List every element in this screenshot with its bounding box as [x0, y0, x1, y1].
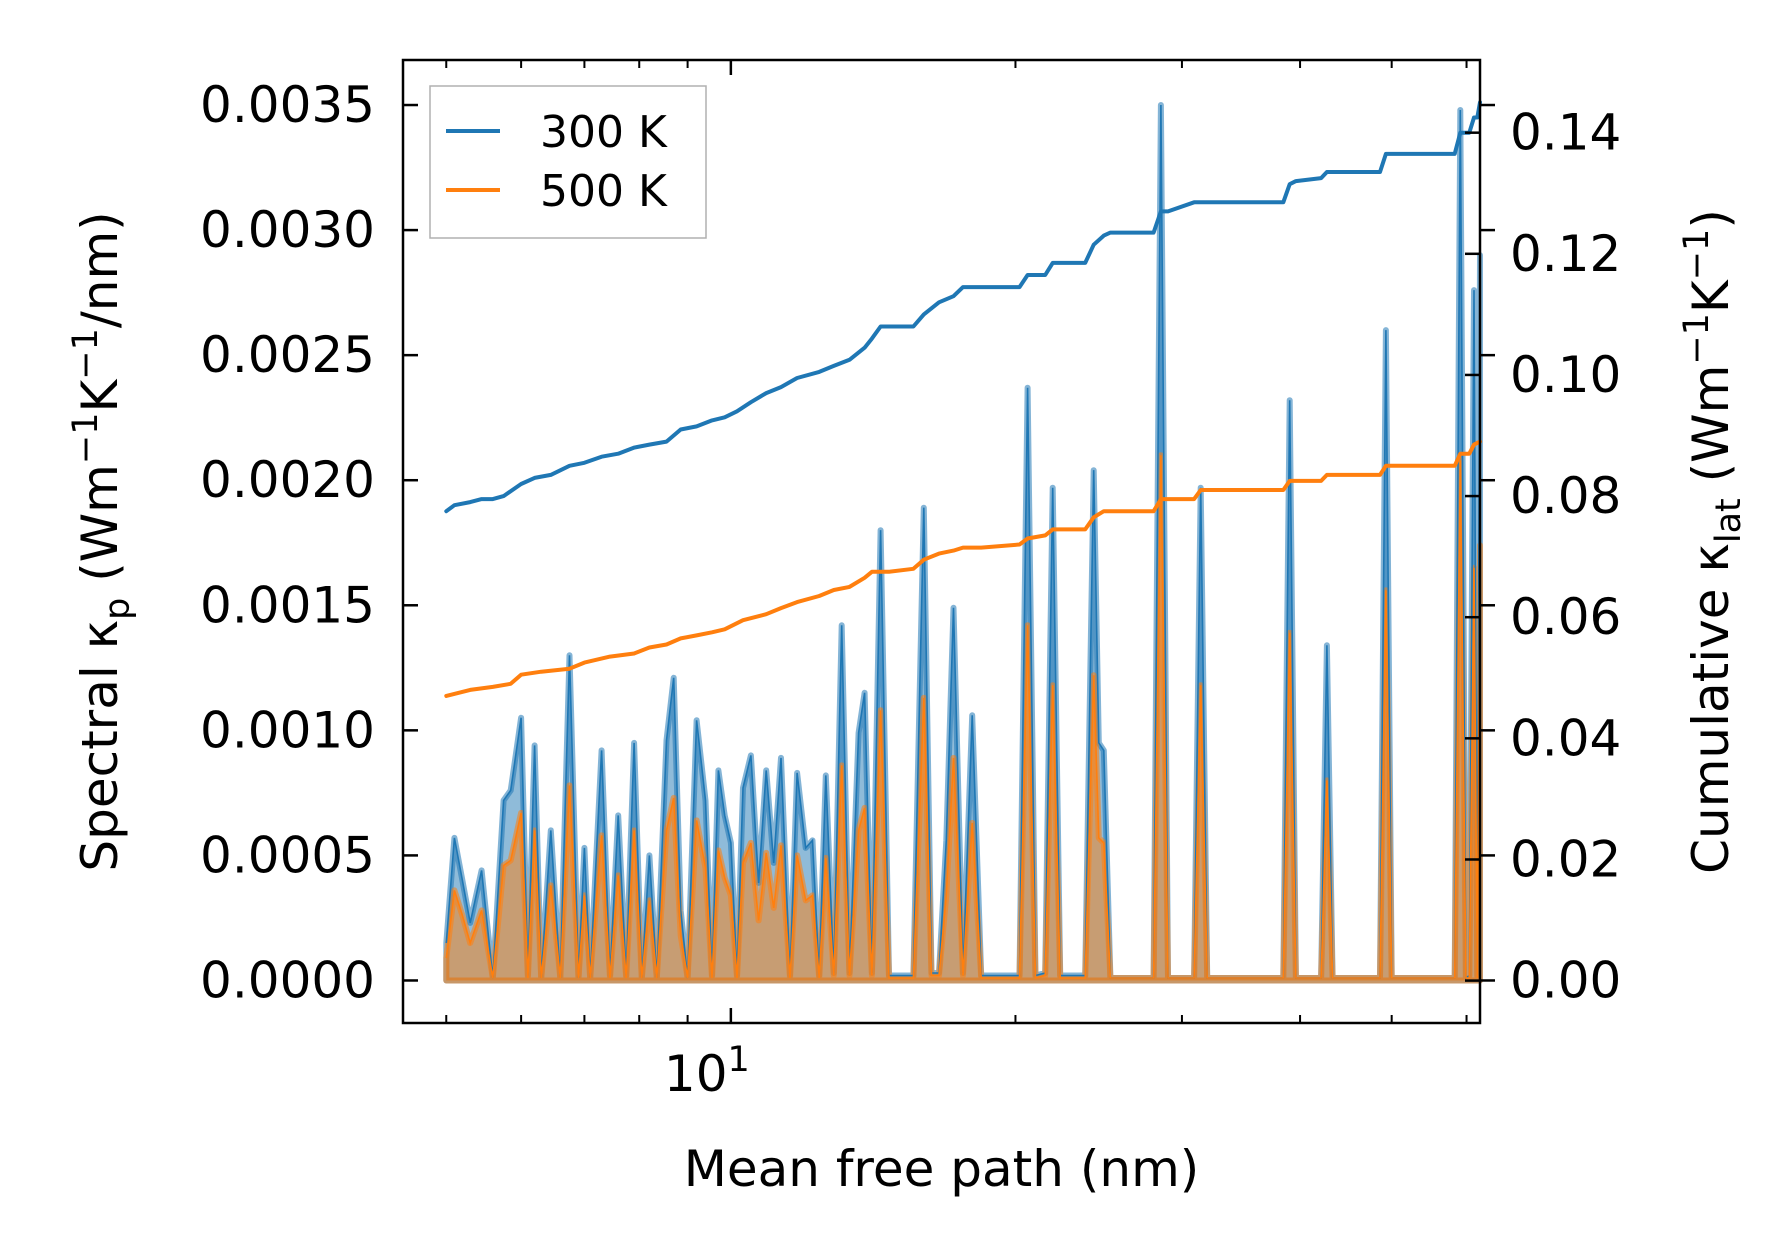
right-tick-label: 0.04	[1510, 709, 1621, 767]
left-tick-label: 0.0005	[200, 826, 375, 884]
legend-box	[429, 85, 707, 239]
left-tick-label: 0.0035	[200, 76, 375, 134]
right-tick-label: 0.06	[1510, 588, 1621, 646]
legend: 300 K 500 K	[429, 85, 707, 239]
legend-label-300k: 300 K	[540, 107, 668, 158]
left-tick-label: 0.0025	[200, 326, 375, 384]
right-tick-label: 0.10	[1510, 346, 1621, 404]
line-500-k-cumulative	[444, 439, 1482, 698]
line-300-k-cumulative	[444, 100, 1482, 514]
x-axis-label: Mean free path (nm)	[684, 1140, 1200, 1198]
left-tick-label: 0.0020	[200, 451, 375, 509]
left-tick-label: 0.0030	[200, 201, 375, 259]
right-tick-label: 0.02	[1510, 830, 1621, 888]
right-tick-label: 0.00	[1510, 952, 1621, 1010]
series-lines	[444, 100, 1482, 980]
right-axis-label: Cumulative κlat (Wm−1K−1)	[1677, 209, 1749, 874]
x-tick-label: 101	[664, 1040, 750, 1103]
line-500-k-spectral	[445, 455, 1481, 980]
left-tick-label: 0.0000	[200, 951, 375, 1009]
left-axis-label: Spectral κp (Wm−1K−1/nm)	[66, 211, 138, 871]
right-tick-label: 0.08	[1510, 467, 1621, 525]
left-tick-label: 0.0010	[200, 701, 375, 759]
plot-frame	[401, 58, 1482, 1025]
axis-ticks	[403, 60, 1495, 1023]
left-tick-label: 0.0015	[200, 576, 375, 634]
right-tick-label: 0.12	[1510, 225, 1621, 283]
right-tick-label: 0.14	[1510, 104, 1621, 162]
axis-labels: 0.0000 0.0005 0.0010 0.0015 0.0020 0.0025 0.00…	[66, 76, 1749, 1198]
legend-label-500k: 500 K	[540, 166, 668, 217]
